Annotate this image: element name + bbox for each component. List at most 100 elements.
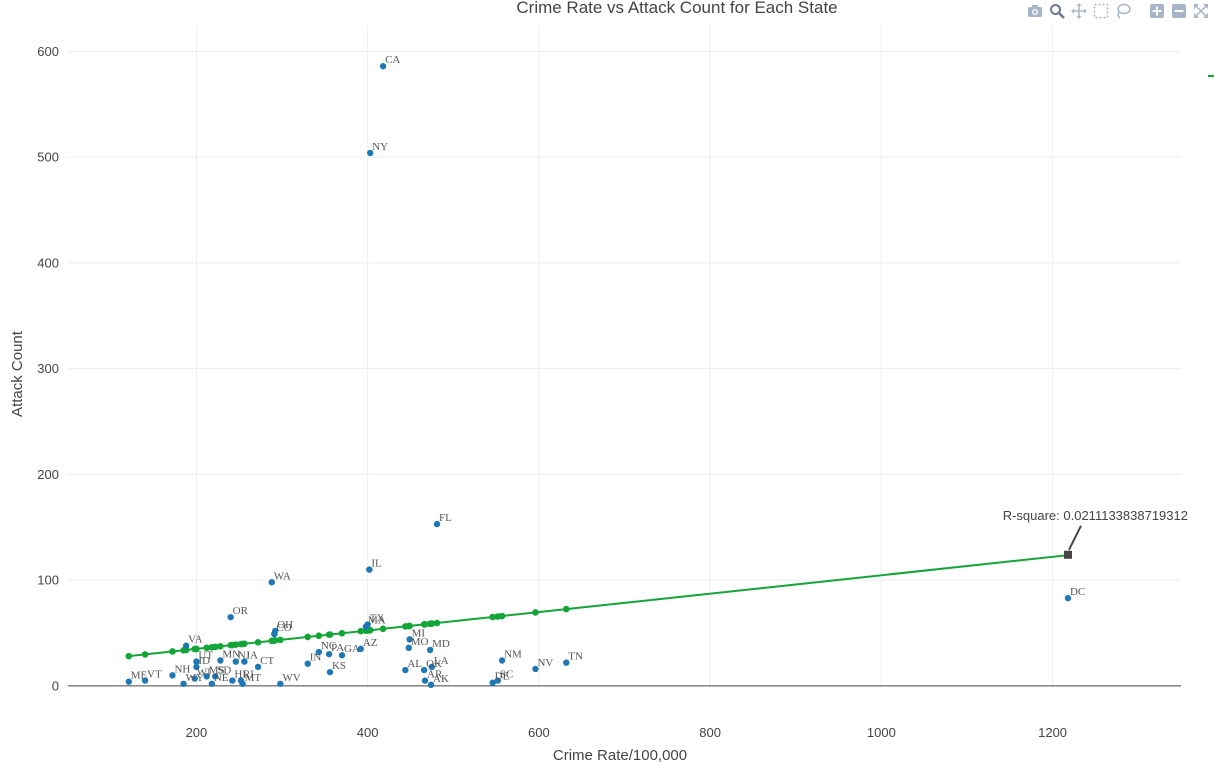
fit-marker <box>326 631 334 638</box>
point-az <box>357 645 365 653</box>
point-mt <box>239 680 246 687</box>
point-sd <box>212 673 219 680</box>
point-ar <box>421 677 429 684</box>
fit-marker <box>191 645 199 653</box>
point-label-in: IN <box>310 652 322 664</box>
x-tick-labels: 200 400 600 800 1000 1200 <box>186 725 1067 740</box>
fit-marker <box>254 638 262 646</box>
zoom-icon[interactable] <box>1048 2 1066 20</box>
point-label-ca: CA <box>385 54 400 66</box>
zoom-in-icon[interactable] <box>1148 2 1166 20</box>
point-label-ia: IA <box>246 650 258 662</box>
pan-icon[interactable] <box>1070 2 1088 20</box>
y-tick-label: 600 <box>37 44 59 59</box>
point-label-id: ID <box>198 655 210 667</box>
fit-marker <box>315 632 323 640</box>
fit-marker <box>271 637 278 644</box>
point-label-ok: OK <box>426 658 442 670</box>
point-label-de: DE <box>495 671 510 683</box>
point-wy <box>180 680 187 687</box>
point-label-sc: SC <box>500 669 513 681</box>
point-label-ga: GA <box>344 643 360 655</box>
y-axis-title: Attack Count <box>9 330 26 417</box>
fit-line-path <box>128 554 1069 658</box>
camera-icon[interactable] <box>1026 2 1044 20</box>
point-wi <box>191 675 198 682</box>
point-ma <box>362 623 370 630</box>
point-label-ms: MS <box>209 664 225 676</box>
x-tick-label: 1200 <box>1038 725 1067 740</box>
point-co <box>271 630 278 638</box>
fit-marker <box>208 643 216 651</box>
point-label-dc: DC <box>1070 586 1085 598</box>
point-de <box>489 679 496 686</box>
fit-marker <box>532 609 539 616</box>
fit-marker <box>357 627 365 635</box>
modebar <box>1026 2 1210 20</box>
point-ut <box>193 658 200 665</box>
point-label-nj: NJ <box>238 650 251 662</box>
point-id <box>193 663 200 671</box>
scatter-points <box>125 63 1072 689</box>
y-tick-label: 400 <box>37 255 59 270</box>
point-label-ct: CT <box>260 655 274 667</box>
fit-marker <box>489 613 496 621</box>
fit-marker <box>433 619 441 627</box>
point-label-nv: NV <box>537 657 553 669</box>
point-label-tx: TX <box>370 613 385 625</box>
point-me <box>125 678 132 685</box>
point-label-va: VA <box>188 634 203 646</box>
point-label-ny: NY <box>372 141 388 153</box>
lasso-select-icon[interactable] <box>1114 2 1132 20</box>
y-grid <box>68 50 1181 581</box>
autoscale-icon[interactable] <box>1192 2 1210 20</box>
point-label-il: IL <box>371 558 382 570</box>
point-dc <box>1064 594 1072 602</box>
point-label-az: AZ <box>363 637 378 649</box>
x-grid <box>195 25 1054 688</box>
fit-marker <box>229 641 236 649</box>
point-ks <box>326 668 334 676</box>
y-tick-label: 0 <box>52 678 59 693</box>
fit-marker <box>562 605 570 613</box>
zoom-out-icon[interactable] <box>1170 2 1188 20</box>
point-label-wa: WA <box>274 570 291 582</box>
point-vt <box>141 677 149 684</box>
point-or <box>227 613 234 621</box>
point-label-la: LA <box>434 655 449 667</box>
annotation-text: R-square: 0.0211133838719312 <box>1003 508 1188 523</box>
fit-marker <box>421 621 429 628</box>
point-label-nc: NC <box>321 640 336 652</box>
y-tick-label: 200 <box>37 467 59 482</box>
fit-marker <box>304 633 312 641</box>
x-tick-label: 200 <box>186 725 208 740</box>
fit-marker <box>217 643 224 650</box>
y-tick-label: 300 <box>37 361 59 376</box>
fit-marker <box>494 613 502 620</box>
point-label-fl: FL <box>439 512 452 524</box>
point-in <box>304 660 311 667</box>
r-square-annotation: R-square: 0.0211133838719312 <box>1003 508 1188 559</box>
point-label-nm: NM <box>504 649 522 661</box>
point-label-wy: WY <box>186 672 204 684</box>
point-label-ma: MA <box>368 615 386 627</box>
point-label-vt: VT <box>147 669 162 681</box>
fit-marker <box>125 652 133 660</box>
point-nh <box>169 672 176 679</box>
x-tick-label: 800 <box>699 725 721 740</box>
point-label-ks: KS <box>332 660 346 672</box>
fit-marker <box>277 636 284 644</box>
point-mi <box>406 636 413 643</box>
point-va <box>182 642 190 649</box>
fit-marker <box>379 625 387 633</box>
point-label-mo: MO <box>411 636 429 648</box>
fit-marker <box>402 623 409 630</box>
annotation-arrow <box>1068 525 1082 551</box>
fit-marker <box>203 644 210 652</box>
box-select-icon[interactable] <box>1092 2 1110 20</box>
point-label-me: ME <box>131 670 148 682</box>
point-wa <box>268 579 275 586</box>
point-label-ar: AR <box>427 669 443 681</box>
x-tick-label: 1000 <box>867 725 896 740</box>
point-il <box>366 566 373 573</box>
